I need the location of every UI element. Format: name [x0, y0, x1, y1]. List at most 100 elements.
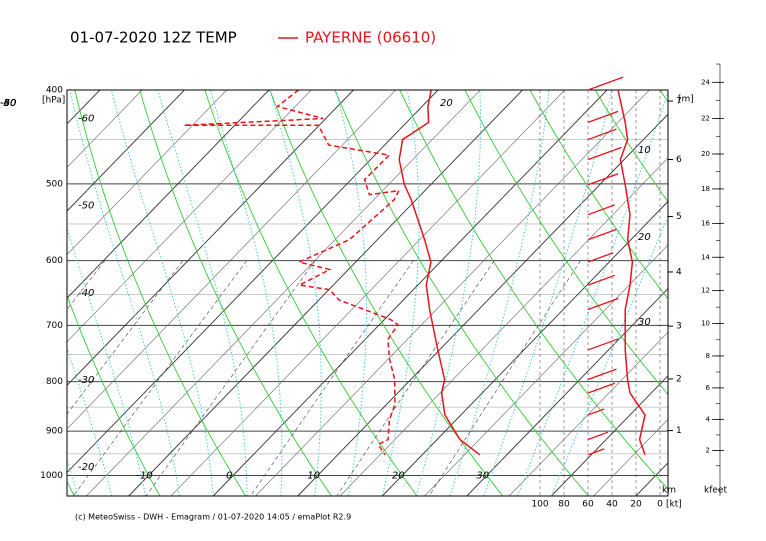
y-axis-label: [hPa]: [42, 96, 65, 106]
x-tick-label: 0: [226, 470, 232, 481]
kfeet-tick-label: 22: [701, 114, 710, 122]
wind-axis-label: [kt]: [666, 500, 682, 510]
minor-isotherm: [255, 90, 650, 496]
moist-adiabat: [381, 90, 420, 496]
moist-adiabat: [517, 90, 668, 496]
isotherm-label: -50: [78, 201, 94, 212]
minor-isotherm: [86, 90, 481, 496]
mixing-ratio: [336, 260, 495, 496]
wind-tick-label: 40: [606, 500, 618, 510]
kfeet-tick-label: 6: [706, 384, 711, 392]
kfeet-tick-label: 4: [706, 415, 711, 423]
isotherm-label: -30: [0, 98, 16, 109]
wind-tick-label: 100: [531, 500, 548, 510]
dry-adiabat: [139, 90, 332, 496]
wind-arrow: [587, 448, 605, 456]
moist-adiabat: [110, 90, 214, 496]
isotherm: [297, 113, 668, 496]
wind-arrow: [587, 297, 619, 311]
wind-arrow: [587, 204, 615, 216]
wind-tick-label: 60: [582, 500, 594, 510]
height-tick-label: 5: [676, 212, 682, 222]
isotherm: [67, 90, 185, 212]
isotherm-label: 20: [440, 98, 453, 109]
mixing-ratio: [73, 260, 247, 496]
kfeet-tick-label: 20: [701, 150, 710, 158]
wind-arrow: [587, 128, 617, 141]
wind-label: 20: [638, 232, 651, 243]
y-tick-label: 1000: [40, 471, 63, 481]
kfeet-tick-label: 16: [701, 219, 710, 227]
dry-adiabat: [204, 90, 418, 496]
moist-adiabat: [335, 90, 367, 496]
height-tick-label: 7: [676, 97, 682, 107]
x-tick-label: 10: [307, 470, 320, 481]
wind-arrow: [587, 173, 619, 186]
kfeet-tick-label: 8: [706, 352, 710, 360]
chart-title: 01-07-2020 12Z TEMP: [70, 29, 237, 47]
minor-isotherm: [424, 244, 668, 496]
height-tick-label: 6: [676, 155, 682, 165]
wind-arrow: [587, 228, 617, 241]
isotherm-label: -40: [0, 98, 16, 109]
moist-adiabat: [415, 90, 481, 496]
wind-speed-line: [617, 89, 646, 456]
kfeet-tick-label: 18: [701, 185, 710, 193]
minor-isotherm: [339, 157, 668, 496]
y-tick-label: 700: [46, 321, 63, 331]
height-tick-label: 4: [676, 267, 682, 277]
wind-arrow: [587, 368, 617, 381]
minor-isotherm: [170, 90, 566, 496]
wind-tick-label: 80: [558, 500, 570, 510]
plot-area: [67, 90, 668, 496]
isotherm-label: -60: [78, 113, 94, 124]
wind-arrow: [587, 146, 622, 161]
dry-adiabat: [67, 293, 161, 496]
y-tick-label: 600: [46, 256, 63, 266]
isotherm-label: -20: [78, 462, 94, 473]
isotherm-label: -50: [0, 98, 16, 109]
legend-label: PAYERNE (06610): [305, 29, 436, 47]
moist-adiabat: [269, 90, 322, 496]
isotherm-label: -30: [78, 375, 94, 386]
wind-arrow: [587, 338, 619, 351]
minor-isotherm: [67, 90, 396, 430]
mixing-ratio: [428, 260, 581, 496]
moist-adiabat: [210, 90, 283, 496]
height-tick-label: 1: [676, 426, 682, 436]
isotherm: [551, 375, 668, 496]
kfeet-tick-label: 14: [701, 253, 710, 261]
wind-tick-label: 0: [657, 500, 663, 510]
isotherm: [67, 90, 354, 386]
wind-tick-label: 20: [630, 500, 642, 510]
y-tick-label: 800: [46, 377, 63, 387]
height-tick-label: 3: [676, 322, 682, 332]
kfeet-tick-label: 2: [706, 446, 710, 454]
footer: (c) MeteoSwiss - DWH - Emagram / 01-07-2…: [75, 513, 351, 522]
x-tick-label: 30: [476, 470, 489, 481]
minor-isotherm: [593, 418, 668, 496]
temperature-line: [398, 90, 481, 456]
kfeet-tick-label: 24: [701, 78, 710, 86]
mixing-ratio: [250, 260, 414, 496]
dry-adiabat: [74, 90, 247, 496]
minor-isotherm: [508, 331, 668, 496]
isotherm-label: -60: [0, 98, 16, 109]
height-axis-label: km: [662, 486, 676, 496]
wind-arrow: [587, 76, 624, 91]
y-tick-label: 500: [46, 179, 63, 189]
wind-arrow: [587, 252, 614, 263]
y-tick-label: 400: [46, 86, 63, 96]
moist-adiabat: [67, 226, 147, 496]
moist-adiabat: [157, 90, 248, 496]
wind-arrow: [587, 274, 615, 286]
dry-adiabat: [399, 90, 668, 490]
plot-frame: [66, 89, 669, 497]
minor-isotherm: [67, 90, 143, 168]
wind-arrow: [587, 382, 615, 394]
dry-adiabat: [334, 90, 589, 496]
wind-arrow: [587, 431, 609, 441]
dewpoint-line: [183, 90, 401, 456]
kfeet-tick-label: 12: [701, 287, 710, 295]
